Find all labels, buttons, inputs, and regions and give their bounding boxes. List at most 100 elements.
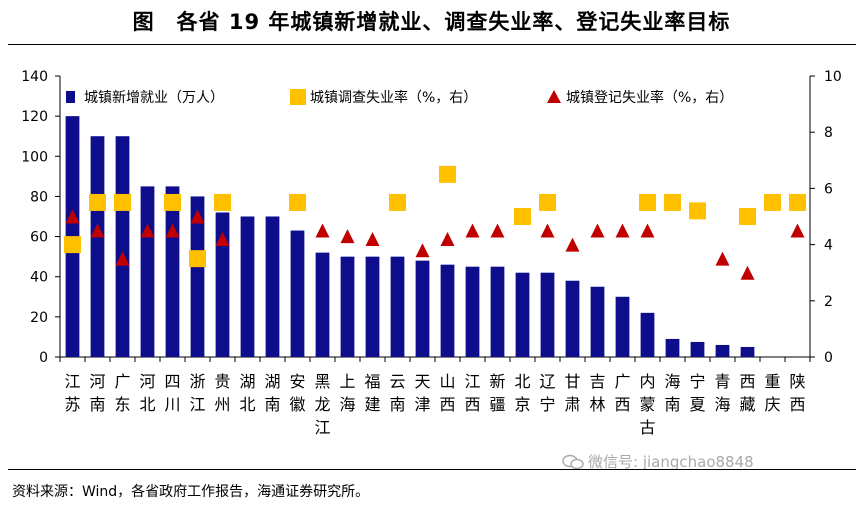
category-label: 福建 [364,372,380,414]
triangle-point [165,223,180,238]
square-point [739,208,756,225]
square-point [514,208,531,225]
bar [690,341,705,357]
category-label: 新疆 [489,372,505,414]
bar [715,344,730,357]
bottom-rule [8,469,856,470]
category-label: 吉林 [589,372,605,414]
category-label: 河北 [139,372,155,414]
triangle-point [340,229,355,244]
category-label: 内蒙古 [639,372,655,437]
triangle-point [140,223,155,238]
triangle-series [65,209,805,280]
bar [265,216,280,357]
triangle-point [190,209,205,224]
triangle-point [640,223,655,238]
square-point [539,193,556,211]
bar [490,266,505,357]
square-point [114,193,131,211]
category-label: 湖北 [239,372,255,414]
legend-triangle-swatch [547,90,561,103]
wechat-icon [562,454,584,470]
axes: 0 20 40 60 80 100 120 140 0 2 4 6 8 10 [21,69,842,366]
category-label: 重庆 [764,372,780,414]
y-right-tick-label: 4 [824,238,833,254]
legend-bar-swatch [66,91,75,103]
bar [240,216,255,357]
triangle-point [415,243,430,258]
bar [440,264,455,357]
bar [215,212,230,357]
square-point [664,193,681,211]
bar [290,230,305,357]
figure-title: 图 各省 19 年城镇新增就业、调查失业率、登记失业率目标 [132,10,731,34]
bar-series [65,116,755,358]
bar [340,256,355,357]
category-label: 广东 [114,372,130,414]
bar [90,136,105,357]
category-label: 黑龙江 [314,372,330,437]
bar [540,272,555,357]
category-label: 贵州 [214,372,230,414]
bar [565,280,580,357]
square-point [64,236,81,254]
triangle-point [615,223,630,238]
bar [590,286,605,357]
category-label: 安徽 [289,372,305,414]
category-label: 四川 [164,372,180,414]
title-rule [8,44,856,45]
legend: 城镇新增就业（万人） 城镇调查失业率（%，右） 城镇登记失业率（%，右） [66,89,733,106]
square-point [389,193,406,211]
y-left-tick-label: 60 [30,230,48,246]
category-label: 海南 [664,372,680,414]
category-label: 上海 [339,372,355,414]
y-right-tick-label: 10 [824,69,842,85]
bar [640,312,655,357]
category-label: 云南 [389,372,405,414]
category-label: 甘肃 [564,372,580,414]
y-right-tick-label: 2 [824,294,833,310]
y-left-tick-label: 0 [39,350,48,366]
y-right-tick-label: 6 [824,181,833,197]
watermark: 微信号: jiangchao8848 [562,451,754,472]
bar [665,338,680,357]
category-labels: 江苏河南广东河北四川浙江贵州湖北湖南安徽黑龙江上海福建云南天津山西江西新疆北京辽… [64,372,805,437]
y-left-tick-label: 120 [21,109,48,125]
category-label: 山西 [439,372,455,414]
bar [165,186,180,357]
y-left-tick-label: 80 [30,189,48,205]
triangle-point [65,209,80,224]
triangle-point [590,223,605,238]
source-note: 资料来源：Wind，各省政府工作报告，海通证券研究所。 [12,484,370,500]
square-point [639,193,656,211]
category-label: 江西 [464,372,480,414]
triangle-point [90,223,105,238]
y-left-tick-label: 140 [21,69,48,85]
category-label: 北京 [514,372,530,414]
square-point [439,165,456,183]
triangle-point [715,251,730,266]
category-label: 宁夏 [689,372,705,414]
square-series [64,165,806,268]
bar [740,346,755,357]
bar [115,136,130,357]
square-point [789,193,806,211]
category-label: 江苏 [64,372,80,414]
square-point [289,193,306,211]
triangle-point [540,223,555,238]
bar [615,296,630,357]
category-label: 河南 [89,372,105,414]
bar [140,186,155,357]
y-right-tick-label: 0 [824,350,833,366]
category-label: 广西 [614,372,630,414]
square-point [164,193,181,211]
square-point [689,202,706,220]
triangle-point [115,251,130,266]
bar [390,256,405,357]
category-label: 天津 [414,372,430,414]
triangle-point [465,223,480,238]
legend-square-swatch [290,89,306,105]
category-label: 青海 [714,372,730,414]
